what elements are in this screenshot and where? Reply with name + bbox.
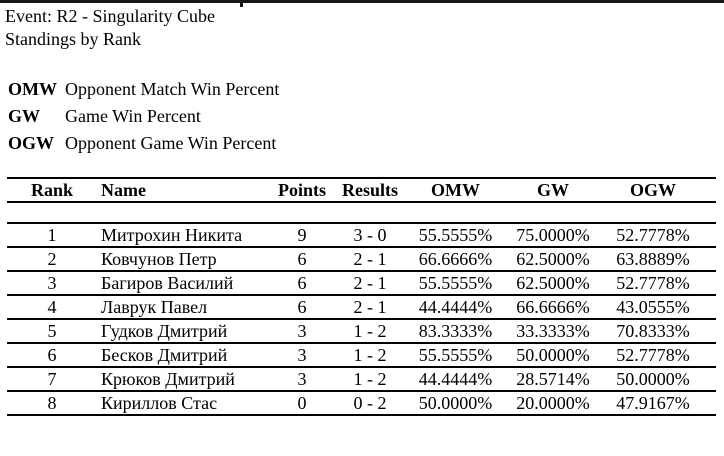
ogw-cell: 63.8889% xyxy=(603,247,703,272)
spacer-cell xyxy=(703,271,716,296)
name-cell: Ковчунов Петр xyxy=(97,247,272,272)
legend-desc: Opponent Match Win Percent xyxy=(65,79,280,99)
name-cell: Гудков Дмитрий xyxy=(97,319,272,344)
spacer-cell xyxy=(703,295,716,320)
column-header-name: Name xyxy=(97,177,272,203)
standings-table: Rank Name Points Results OMW GW OGW 1 Ми… xyxy=(7,177,716,416)
omw-cell: 50.0000% xyxy=(408,391,503,416)
table-row: 1 Митрохин Никита 9 3 - 0 55.5555% 75.00… xyxy=(7,223,716,248)
points-cell: 6 xyxy=(272,247,332,272)
gw-cell: 62.5000% xyxy=(503,247,603,272)
name-cell: Кириллов Стас xyxy=(97,391,272,416)
gw-cell: 20.0000% xyxy=(503,391,603,416)
rank-cell: 6 xyxy=(7,343,97,368)
table-row: 2 Ковчунов Петр 6 2 - 1 66.6666% 62.5000… xyxy=(7,247,716,272)
points-cell: 3 xyxy=(272,367,332,392)
rank-cell: 1 xyxy=(7,223,97,248)
points-cell: 9 xyxy=(272,223,332,248)
table-row: 8 Кириллов Стас 0 0 - 2 50.0000% 20.0000… xyxy=(7,391,716,416)
column-header-omw: OMW xyxy=(408,177,503,203)
event-title: Event: R2 - Singularity Cube xyxy=(5,6,215,26)
points-cell: 3 xyxy=(272,319,332,344)
results-cell: 0 - 2 xyxy=(332,391,408,416)
omw-cell: 55.5555% xyxy=(408,271,503,296)
column-header-gw: GW xyxy=(503,177,603,203)
rank-cell: 5 xyxy=(7,319,97,344)
results-cell: 1 - 2 xyxy=(332,343,408,368)
rank-cell: 4 xyxy=(7,295,97,320)
spacer-cell xyxy=(703,319,716,344)
spacer-cell xyxy=(703,247,716,272)
legend-desc: Game Win Percent xyxy=(65,106,201,126)
rank-cell: 2 xyxy=(7,247,97,272)
results-cell: 3 - 0 xyxy=(332,223,408,248)
report-header: Event: R2 - Singularity Cube Standings b… xyxy=(5,5,215,51)
standings-subtitle: Standings by Rank xyxy=(5,29,142,49)
points-cell: 6 xyxy=(272,295,332,320)
spacer-row xyxy=(7,202,716,224)
column-header-points: Points xyxy=(272,177,332,203)
ogw-cell: 50.0000% xyxy=(603,367,703,392)
results-cell: 2 - 1 xyxy=(332,271,408,296)
legend-row-omw: OMW Opponent Match Win Percent xyxy=(8,76,279,103)
name-cell: Бесков Дмитрий xyxy=(97,343,272,368)
results-cell: 1 - 2 xyxy=(332,319,408,344)
name-cell: Багиров Василий xyxy=(97,271,272,296)
legend-row-gw: GW Game Win Percent xyxy=(8,103,279,130)
legend-row-ogw: OGW Opponent Game Win Percent xyxy=(8,130,279,157)
cut-off-letter-descender xyxy=(240,3,243,7)
omw-cell: 66.6666% xyxy=(408,247,503,272)
column-header-rank: Rank xyxy=(7,177,97,203)
gw-cell: 75.0000% xyxy=(503,223,603,248)
column-header-ogw: OGW xyxy=(603,177,703,203)
omw-cell: 83.3333% xyxy=(408,319,503,344)
table-row: 4 Лаврук Павел 6 2 - 1 44.4444% 66.6666%… xyxy=(7,295,716,320)
abbreviation-legend: OMW Opponent Match Win Percent GW Game W… xyxy=(8,76,279,157)
ogw-cell: 52.7778% xyxy=(603,343,703,368)
omw-cell: 44.4444% xyxy=(408,295,503,320)
ogw-cell: 43.0555% xyxy=(603,295,703,320)
omw-cell: 55.5555% xyxy=(408,223,503,248)
table-row: 6 Бесков Дмитрий 3 1 - 2 55.5555% 50.000… xyxy=(7,343,716,368)
name-cell: Крюков Дмитрий xyxy=(97,367,272,392)
gw-cell: 66.6666% xyxy=(503,295,603,320)
name-cell: Митрохин Никита xyxy=(97,223,272,248)
table-row: 7 Крюков Дмитрий 3 1 - 2 44.4444% 28.571… xyxy=(7,367,716,392)
spacer-cell xyxy=(703,223,716,248)
legend-abbr: GW xyxy=(8,106,41,126)
table-row: 3 Багиров Василий 6 2 - 1 55.5555% 62.50… xyxy=(7,271,716,296)
legend-desc: Opponent Game Win Percent xyxy=(65,133,277,153)
table-row: 5 Гудков Дмитрий 3 1 - 2 83.3333% 33.333… xyxy=(7,319,716,344)
points-cell: 0 xyxy=(272,391,332,416)
name-cell: Лаврук Павел xyxy=(97,295,272,320)
rank-cell: 3 xyxy=(7,271,97,296)
points-cell: 6 xyxy=(272,271,332,296)
ogw-cell: 52.7778% xyxy=(603,223,703,248)
results-cell: 1 - 2 xyxy=(332,367,408,392)
rank-cell: 8 xyxy=(7,391,97,416)
results-cell: 2 - 1 xyxy=(332,247,408,272)
results-cell: 2 - 1 xyxy=(332,295,408,320)
column-header-results: Results xyxy=(332,177,408,203)
legend-abbr: OGW xyxy=(8,133,55,153)
ogw-cell: 47.9167% xyxy=(603,391,703,416)
gw-cell: 28.5714% xyxy=(503,367,603,392)
omw-cell: 55.5555% xyxy=(408,343,503,368)
rank-cell: 7 xyxy=(7,367,97,392)
gw-cell: 33.3333% xyxy=(503,319,603,344)
ogw-cell: 52.7778% xyxy=(603,271,703,296)
points-cell: 3 xyxy=(272,343,332,368)
spacer-cell xyxy=(703,391,716,416)
gw-cell: 50.0000% xyxy=(503,343,603,368)
spacer-cell xyxy=(703,367,716,392)
column-header-spacer xyxy=(703,177,716,203)
legend-abbr: OMW xyxy=(8,79,57,99)
ogw-cell: 70.8333% xyxy=(603,319,703,344)
table-header-row: Rank Name Points Results OMW GW OGW xyxy=(7,177,716,203)
spacer-cell xyxy=(703,343,716,368)
cut-off-text-rule xyxy=(0,0,724,3)
gw-cell: 62.5000% xyxy=(503,271,603,296)
omw-cell: 44.4444% xyxy=(408,367,503,392)
